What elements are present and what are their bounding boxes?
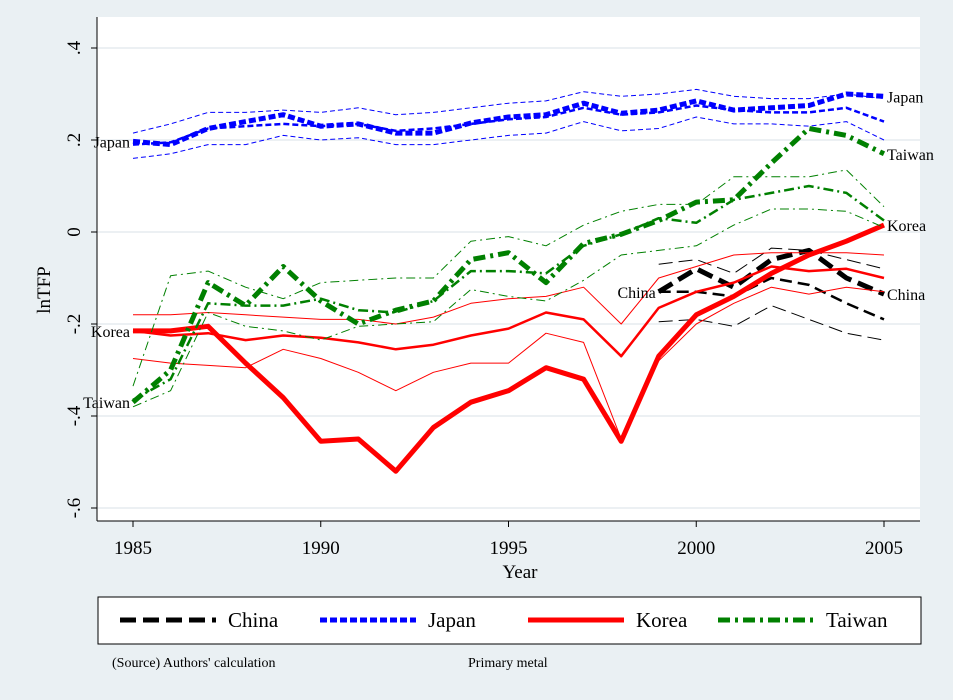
series-korea-upper-line bbox=[133, 252, 885, 325]
line-label-china-start: China bbox=[617, 285, 655, 302]
series-taiwan-main-line bbox=[131, 126, 886, 405]
y-tick-label: .4 bbox=[64, 40, 85, 55]
y-tick-label: -.2 bbox=[64, 314, 85, 335]
line-label-korea-start: Korea bbox=[91, 324, 130, 341]
x-tick-label: 2000 bbox=[677, 538, 715, 559]
legend-label-korea: Korea bbox=[636, 608, 688, 632]
series-korea-lower-line bbox=[132, 286, 885, 440]
series-korea-point-line bbox=[132, 265, 885, 358]
source-note: (Source) Authors' calculation bbox=[112, 656, 275, 671]
legend-label-japan: Japan bbox=[428, 608, 476, 632]
series-japan-upper-line bbox=[132, 88, 885, 134]
line-label-japan-start: Japan bbox=[94, 134, 130, 151]
series-japan bbox=[132, 88, 885, 159]
y-tick-label: -.6 bbox=[64, 498, 85, 519]
y-tick-label: 0 bbox=[64, 227, 85, 237]
line-label-taiwan-end: Taiwan bbox=[887, 147, 934, 164]
series-korea bbox=[132, 222, 885, 474]
series-lines bbox=[131, 88, 886, 474]
grid-lines bbox=[97, 47, 920, 509]
y-ticks: -.6 -.4 -.2 0 .2 .4 bbox=[64, 40, 97, 518]
figure-note: Primary metal bbox=[468, 656, 548, 671]
x-tick-label: 1995 bbox=[490, 538, 528, 559]
series-japan-lower-line bbox=[132, 116, 885, 159]
line-label-korea-end: Korea bbox=[887, 218, 926, 235]
x-tick-label: 2005 bbox=[865, 538, 903, 559]
line-label-japan-end: Japan bbox=[887, 89, 923, 106]
series-china-main-line bbox=[657, 247, 885, 297]
series-taiwan-point-line bbox=[132, 184, 885, 401]
legend-box bbox=[97, 596, 922, 645]
y-axis-label: lnTFP bbox=[34, 266, 55, 314]
legend-label-taiwan: Taiwan bbox=[826, 608, 888, 632]
x-axis-label: Year bbox=[502, 562, 538, 583]
legend-label-china: China bbox=[228, 608, 279, 632]
line-label-taiwan-start: Taiwan bbox=[83, 395, 130, 412]
series-korea-main-line bbox=[133, 222, 885, 474]
x-ticks: 1985 1990 1995 2000 2005 bbox=[114, 521, 903, 559]
x-tick-label: 1985 bbox=[114, 538, 152, 559]
line-end-labels: Japan Japan Korea Korea Taiwan Taiwan China Chi… bbox=[83, 89, 934, 412]
y-tick-label: -.4 bbox=[64, 405, 85, 426]
y-tick-label: .2 bbox=[64, 133, 85, 147]
legend: China Japan Korea Taiwan bbox=[97, 596, 922, 645]
series-taiwan bbox=[131, 126, 886, 408]
x-tick-label: 1990 bbox=[302, 538, 340, 559]
series-japan-main-line bbox=[132, 91, 885, 148]
line-label-china-end: China bbox=[887, 287, 925, 304]
series-china-upper-line bbox=[658, 247, 885, 274]
